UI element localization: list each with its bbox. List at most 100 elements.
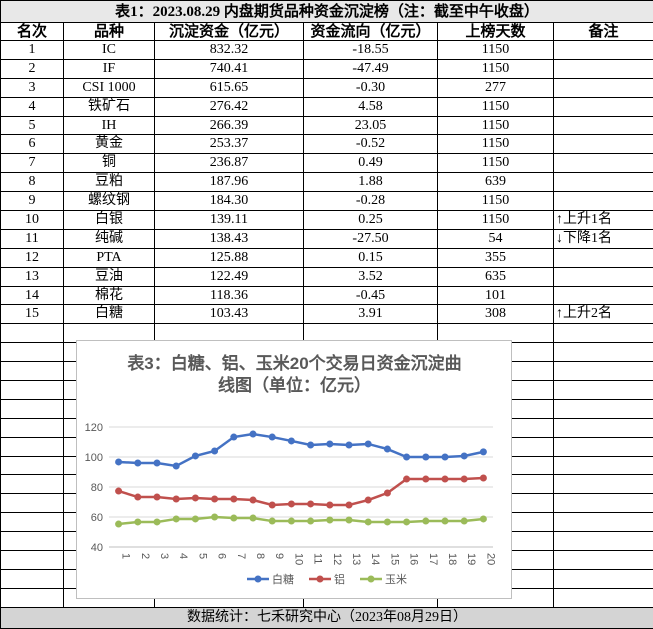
cell: 23.05 (303, 115, 438, 136)
empty-cell (552, 474, 653, 495)
point (211, 495, 219, 503)
cell (552, 266, 653, 287)
cell: 308 (437, 304, 554, 325)
cell (552, 285, 653, 306)
point (191, 515, 199, 523)
chart: 表3：白糖、铝、玉米20个交易日资金沉淀曲线图（单位：亿元） 40 60 80 100… (76, 340, 512, 599)
cell: 6 (0, 134, 64, 155)
point (460, 452, 468, 460)
cell: CSI 1000 (63, 77, 155, 98)
cell (552, 115, 653, 136)
cell: 铜 (63, 153, 155, 174)
cell (552, 40, 653, 60)
data-row: 14 棉花 118.36 -0.45 101 (0, 285, 653, 306)
cell: -0.45 (303, 285, 438, 306)
cell: 1150 (437, 134, 554, 155)
cell: 0.25 (303, 210, 438, 230)
point (134, 518, 142, 526)
x-tick-label: 3 (158, 553, 170, 559)
point (479, 474, 487, 482)
legend-label: 白糖 (272, 572, 294, 586)
cell: 11 (0, 228, 64, 249)
x-tick-label: 14 (369, 553, 381, 565)
empty-cell (552, 342, 653, 363)
cell: 白糖 (63, 304, 155, 325)
point (460, 475, 468, 483)
point (364, 496, 372, 504)
point (345, 501, 353, 509)
cell: -47.49 (303, 58, 438, 79)
data-row: 10 白银 139.11 0.25 1150 ↑上升1名 (0, 210, 653, 230)
point (172, 495, 180, 503)
data-row: 7 铜 236.87 0.49 1150 (0, 153, 653, 174)
cell: 635 (437, 266, 554, 287)
empty-cell (552, 568, 653, 589)
point (460, 517, 468, 525)
empty-cell (0, 436, 64, 457)
header-cell: 备注 (552, 22, 653, 41)
cell: 3 (0, 77, 64, 98)
empty-cell (552, 587, 653, 608)
y-tick-label: 60 (91, 512, 103, 524)
footer-row: 数据统计：七禾研究中心（2023年08月29日） (0, 606, 653, 629)
chart-title: 表3：白糖、铝、玉米20个交易日资金沉淀曲线图（单位：亿元） (127, 354, 462, 395)
empty-cell (0, 568, 64, 589)
header-cell: 沉淀资金（亿元） (154, 22, 304, 41)
point (134, 493, 142, 501)
cell: 266.39 (154, 115, 304, 136)
empty-cell (0, 361, 64, 382)
cell: 1150 (437, 115, 554, 136)
cell: 0.49 (303, 153, 438, 174)
cell: 101 (437, 285, 554, 306)
point (134, 459, 142, 467)
point (230, 514, 238, 522)
x-tick-label: 7 (235, 553, 247, 559)
table-title: 表1：2023.08.29 内盘期货品种资金沉淀榜（注：截至中午收盘） (0, 0, 653, 23)
x-tick-label: 19 (465, 553, 477, 565)
point (383, 518, 391, 526)
point (115, 487, 123, 495)
header-cell: 品种 (63, 22, 155, 41)
cell: 9 (0, 191, 64, 212)
empty-cell (0, 493, 64, 514)
empty-cell (0, 512, 64, 533)
point (479, 448, 487, 456)
point (287, 517, 295, 525)
cell: 纯碱 (63, 228, 155, 249)
cell: 355 (437, 247, 554, 268)
empty-cell (0, 323, 64, 344)
x-tick-label: 2 (139, 553, 151, 559)
x-tick-label: 12 (331, 553, 343, 565)
empty-cell (552, 398, 653, 419)
empty-cell (552, 512, 653, 533)
cell: ↑上升1名 (552, 210, 653, 230)
cell: 54 (437, 228, 554, 249)
point (172, 462, 180, 470)
cell: 铁矿石 (63, 96, 155, 117)
cell: 236.87 (154, 153, 304, 174)
empty-cell (552, 436, 653, 457)
cell: 0.15 (303, 247, 438, 268)
point (422, 475, 430, 483)
empty-cell (552, 531, 653, 552)
point (307, 517, 315, 525)
x-tick-label: 10 (292, 553, 304, 565)
x-tick-label: 18 (446, 553, 458, 565)
x-tick-label: 15 (388, 553, 400, 565)
point (403, 518, 411, 526)
point (211, 447, 219, 455)
cell: -0.52 (303, 134, 438, 155)
empty-cell (0, 474, 64, 495)
point (249, 514, 257, 522)
x-tick-label: 17 (427, 553, 439, 565)
point (172, 515, 180, 523)
cell: 4 (0, 96, 64, 117)
cell: 13 (0, 266, 64, 287)
point (153, 459, 161, 467)
cell: 125.88 (154, 247, 304, 268)
header-cell: 资金流向（亿元） (303, 22, 438, 41)
empty-cell (552, 550, 653, 570)
point (211, 513, 219, 521)
legend-marker (316, 575, 324, 583)
